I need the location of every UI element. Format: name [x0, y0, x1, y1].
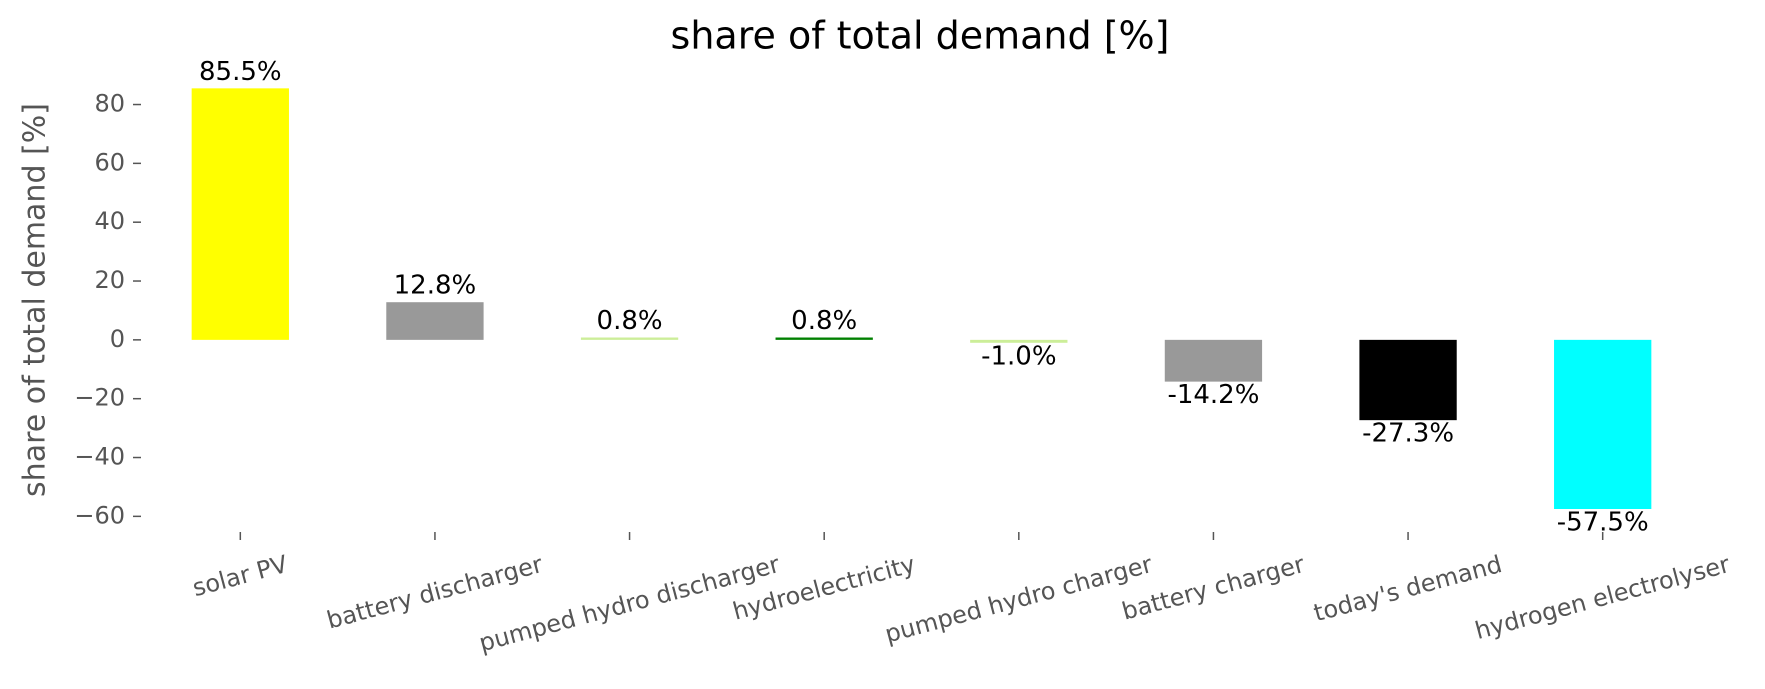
value-label: 0.8% — [597, 306, 663, 336]
x-tick-label: hydrogen electrolyser — [1472, 550, 1733, 645]
value-label: 0.8% — [791, 306, 857, 336]
x-tick-label: pumped hydro charger — [882, 550, 1155, 648]
bar — [191, 88, 289, 340]
x-tick-label: solar PV — [190, 550, 291, 602]
value-label: -1.0% — [981, 341, 1056, 371]
bar — [775, 337, 873, 340]
bar — [1359, 339, 1457, 421]
y-tick-label: 60 — [94, 148, 125, 176]
bar — [1164, 339, 1263, 382]
value-label: -14.2% — [1167, 380, 1259, 410]
y-tick-label: −60 — [74, 501, 125, 529]
bar — [1554, 339, 1652, 509]
y-tick-label: −20 — [74, 384, 125, 412]
y-axis-label: share of total demand [%] — [18, 103, 53, 497]
y-tick-label: 0 — [110, 325, 125, 353]
bar — [386, 302, 484, 340]
value-label: -57.5% — [1557, 507, 1649, 537]
y-tick-label: −40 — [74, 443, 125, 471]
value-label: 12.8% — [394, 271, 477, 301]
y-tick-label: 80 — [94, 90, 125, 118]
chart-title: share of total demand [%] — [671, 14, 1170, 58]
bar — [970, 339, 1068, 343]
x-tick-label: today's demand — [1311, 550, 1505, 627]
y-tick-label: 20 — [94, 266, 125, 294]
value-label: -27.3% — [1362, 419, 1454, 449]
value-label: 85.5% — [199, 57, 282, 87]
y-tick-label: 40 — [94, 207, 125, 235]
bar — [580, 337, 679, 340]
